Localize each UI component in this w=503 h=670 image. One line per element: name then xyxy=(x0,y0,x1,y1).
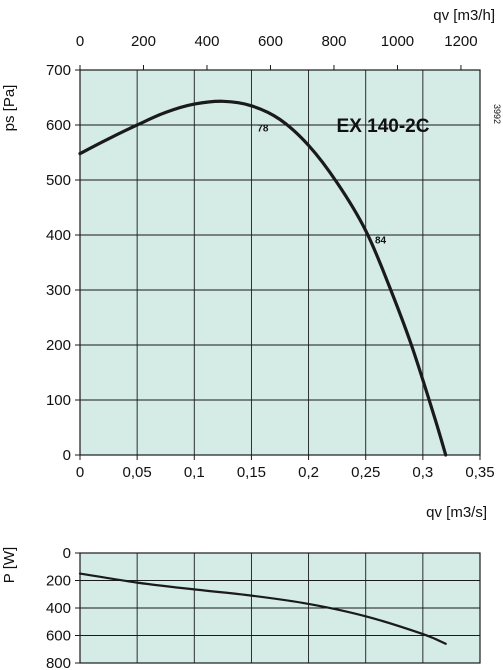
power-y-axis-label: P [W] xyxy=(1,547,18,583)
top-tick-label: 200 xyxy=(131,33,156,50)
flow-top-ticks: 0 200 400 600 800 1000 1200 xyxy=(76,33,478,70)
flow-bottom-axis-label: qv [m3/s] xyxy=(426,504,487,521)
x-tick-label: 0,2 xyxy=(298,464,319,481)
efficiency-label: 84 xyxy=(375,235,387,246)
x-tick-label: 0,3 xyxy=(412,464,433,481)
top-tick-label: 0 xyxy=(76,33,84,50)
top-tick-label: 800 xyxy=(321,33,346,50)
y-tick-label: 300 xyxy=(46,282,71,299)
x-tick-label: 0,25 xyxy=(351,464,380,481)
curve-annotations: 78 84 xyxy=(257,124,386,247)
y-tick-label: 500 xyxy=(46,172,71,189)
power-y-tick-label: 600 xyxy=(46,628,71,645)
pressure-y-axis-label: ps [Pa] xyxy=(1,85,18,132)
power-y-ticks: 0 200 400 600 800 xyxy=(46,545,71,670)
y-tick-label: 400 xyxy=(46,227,71,244)
y-tick-label: 0 xyxy=(63,447,71,464)
power-y-tick-label: 0 xyxy=(63,545,71,562)
y-tick-label: 700 xyxy=(46,62,71,79)
model-title: EX 140-2C xyxy=(337,116,430,137)
efficiency-label: 78 xyxy=(257,124,269,135)
pressure-x-ticks: 0 0,05 0,1 0,15 0,2 0,25 0,3 0,35 xyxy=(76,464,495,481)
top-tick-label: 600 xyxy=(258,33,283,50)
x-tick-label: 0,05 xyxy=(123,464,152,481)
power-grid xyxy=(75,552,481,664)
side-code: 3992 xyxy=(492,104,502,124)
top-tick-label: 400 xyxy=(194,33,219,50)
pressure-y-ticks: 0 100 200 300 400 500 600 700 xyxy=(46,62,71,464)
power-curve xyxy=(78,572,447,645)
power-y-tick-label: 800 xyxy=(46,655,71,670)
y-tick-label: 100 xyxy=(46,392,71,409)
x-tick-label: 0,1 xyxy=(184,464,205,481)
power-y-tick-label: 200 xyxy=(46,573,71,590)
y-tick-label: 600 xyxy=(46,117,71,134)
flow-top-axis-label: qv [m3/h] xyxy=(433,7,495,24)
pressure-plot-area xyxy=(79,69,481,456)
pressure-grid xyxy=(75,69,481,460)
power-chart: 0 200 400 600 800 P [W] xyxy=(1,545,481,670)
power-y-tick-label: 400 xyxy=(46,600,71,617)
pressure-chart: 0 0,05 0,1 0,15 0,2 0,25 0,3 0,35 0 100 200 300 400… xyxy=(1,7,502,521)
x-tick-label: 0,15 xyxy=(237,464,266,481)
top-tick-label: 1000 xyxy=(381,33,414,50)
y-tick-label: 200 xyxy=(46,337,71,354)
top-tick-label: 1200 xyxy=(444,33,477,50)
x-tick-label: 0 xyxy=(76,464,84,481)
x-tick-label: 0,35 xyxy=(465,464,494,481)
pressure-curve xyxy=(78,99,448,457)
